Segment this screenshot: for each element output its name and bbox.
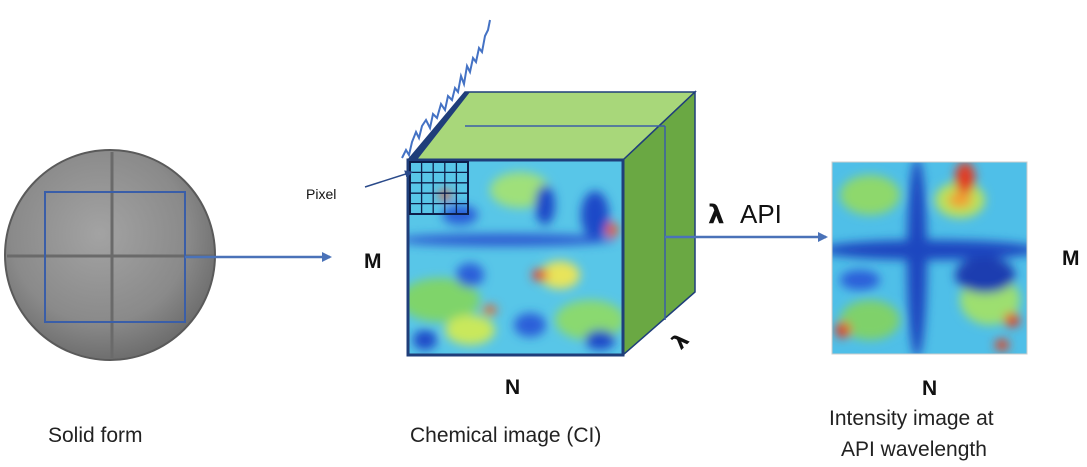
- n-label-cube: N: [505, 376, 520, 399]
- hypercube: [406, 90, 697, 357]
- chemical-image-caption: Chemical image (CI): [410, 424, 601, 447]
- intensity-caption-line2: API wavelength: [841, 438, 987, 461]
- pixel-pointer-arrow: [364, 170, 413, 188]
- solid-form-tablet: [4, 149, 216, 361]
- solid-form-caption: Solid form: [48, 424, 143, 447]
- intensity-image: [831, 161, 1028, 355]
- cube-top-edge: [408, 92, 470, 165]
- pixel-label: Pixel: [306, 186, 336, 202]
- api-label: API: [740, 199, 782, 229]
- lambda-symbol: λ: [708, 200, 724, 230]
- m-label-right: M: [1062, 247, 1080, 270]
- m-label-left: M: [364, 250, 382, 273]
- n-label-right: N: [922, 377, 937, 400]
- cube-front-face: [406, 158, 625, 357]
- chemical-image-map: [408, 160, 623, 355]
- intensity-caption-line1: Intensity image at: [829, 407, 994, 430]
- lambda-depth-label: λ: [667, 328, 693, 354]
- pixel-spectrum: [401, 19, 491, 159]
- pixel-grid: [409, 161, 469, 215]
